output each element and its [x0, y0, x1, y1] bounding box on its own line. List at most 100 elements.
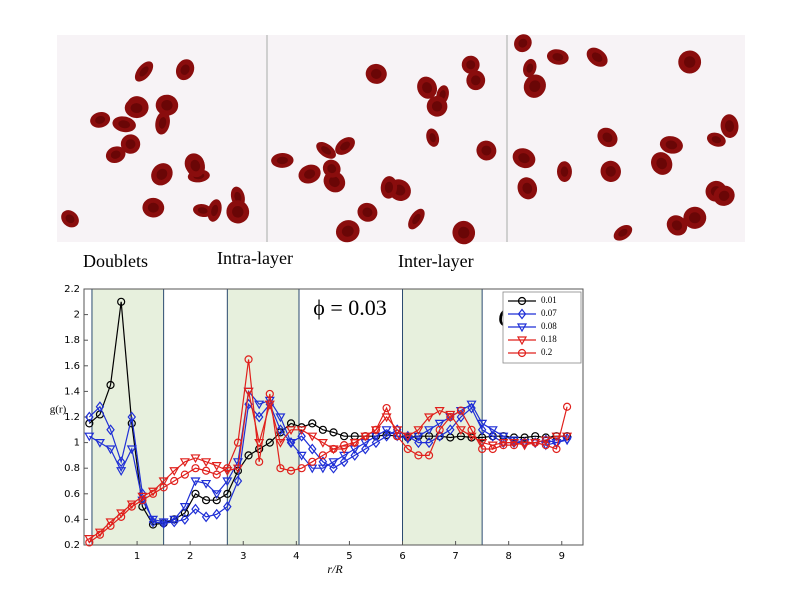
marker: [403, 444, 412, 454]
cell-highlight: [110, 150, 121, 159]
marker: [201, 479, 212, 489]
y-tick-label: 2.2: [64, 284, 80, 295]
marker: [340, 432, 349, 441]
cell-highlight: [180, 64, 190, 75]
marker: [350, 449, 359, 461]
cell-highlight: [718, 190, 730, 201]
y-tick-label: 0.6: [64, 489, 80, 500]
marker: [499, 441, 508, 450]
x-tick-label: 8: [505, 551, 511, 562]
marker: [424, 437, 434, 449]
marker: [520, 433, 529, 442]
marker: [105, 445, 116, 455]
marker: [531, 438, 540, 447]
marker: [265, 438, 274, 447]
marker: [414, 437, 423, 449]
marker: [95, 530, 105, 539]
cell-highlight: [276, 156, 288, 165]
cell-highlight: [481, 145, 492, 156]
marker: [201, 458, 212, 468]
marker: [296, 426, 307, 436]
marker: [201, 466, 211, 475]
cell-highlight: [211, 204, 219, 217]
marker: [562, 432, 573, 442]
marker: [126, 500, 137, 510]
marker: [488, 430, 498, 442]
cell-highlight: [605, 166, 616, 177]
cell-highlight: [328, 176, 340, 188]
marker: [94, 439, 105, 448]
cell-highlight: [618, 228, 628, 237]
marker: [498, 432, 509, 442]
marker: [424, 413, 435, 423]
marker: [339, 456, 349, 468]
cell-images: [57, 34, 745, 245]
group-label: Intra-layer: [217, 248, 293, 268]
marker: [191, 489, 200, 498]
series-line: [88, 359, 568, 543]
y-tick-label: 0.2: [64, 540, 80, 551]
marker: [382, 403, 391, 413]
cell-highlight: [234, 191, 242, 203]
marker: [466, 400, 477, 410]
marker: [255, 457, 264, 466]
marker: [350, 438, 359, 447]
cell-highlight: [656, 157, 668, 170]
marker: [191, 464, 200, 473]
marker: [147, 515, 159, 525]
cell-highlight: [689, 212, 701, 224]
marker: [509, 441, 519, 450]
cell-highlight: [65, 214, 75, 224]
marker: [455, 426, 466, 436]
cell-highlight: [522, 182, 533, 194]
marker: [562, 402, 572, 411]
marker: [516, 336, 528, 346]
y-tick-label: 1.2: [64, 412, 80, 423]
cell-highlight: [161, 99, 173, 111]
marker: [308, 443, 317, 455]
marker: [116, 456, 126, 468]
marker: [116, 467, 127, 476]
cell-highlight: [711, 136, 722, 144]
cell-highlight: [526, 63, 534, 73]
marker: [222, 477, 233, 487]
marker: [232, 458, 243, 468]
cell-highlight: [197, 207, 208, 214]
legend-label: 0.18: [541, 334, 557, 344]
image-background: [57, 35, 745, 242]
annotation: ϕ = 0.03: [313, 295, 387, 320]
marker: [467, 402, 476, 414]
cell-highlight: [384, 181, 394, 193]
marker: [223, 489, 232, 498]
marker: [317, 439, 328, 448]
marker: [508, 436, 520, 446]
marker: [371, 437, 381, 449]
series-line: [88, 389, 568, 523]
cell-highlight: [118, 120, 131, 129]
cell-highlight: [147, 202, 159, 213]
marker: [477, 439, 488, 448]
marker: [180, 470, 189, 479]
cell-highlight: [591, 52, 603, 62]
marker: [285, 439, 297, 448]
cell-highlight: [518, 38, 528, 48]
marker: [424, 426, 435, 436]
x-tick-label: 1: [134, 551, 140, 562]
marker: [275, 413, 286, 423]
marker: [211, 490, 222, 500]
x-tick-label: 9: [559, 551, 565, 562]
cell-highlight: [602, 132, 613, 143]
marker: [296, 451, 307, 461]
cell-highlight: [321, 146, 332, 155]
marker: [85, 538, 94, 547]
marker: [169, 467, 180, 476]
cell-highlight: [125, 139, 136, 149]
marker: [147, 487, 159, 497]
marker: [106, 380, 115, 390]
marker: [223, 501, 232, 513]
marker: [148, 489, 158, 498]
marker: [106, 424, 115, 436]
series-line: [88, 301, 568, 526]
marker: [329, 444, 338, 454]
